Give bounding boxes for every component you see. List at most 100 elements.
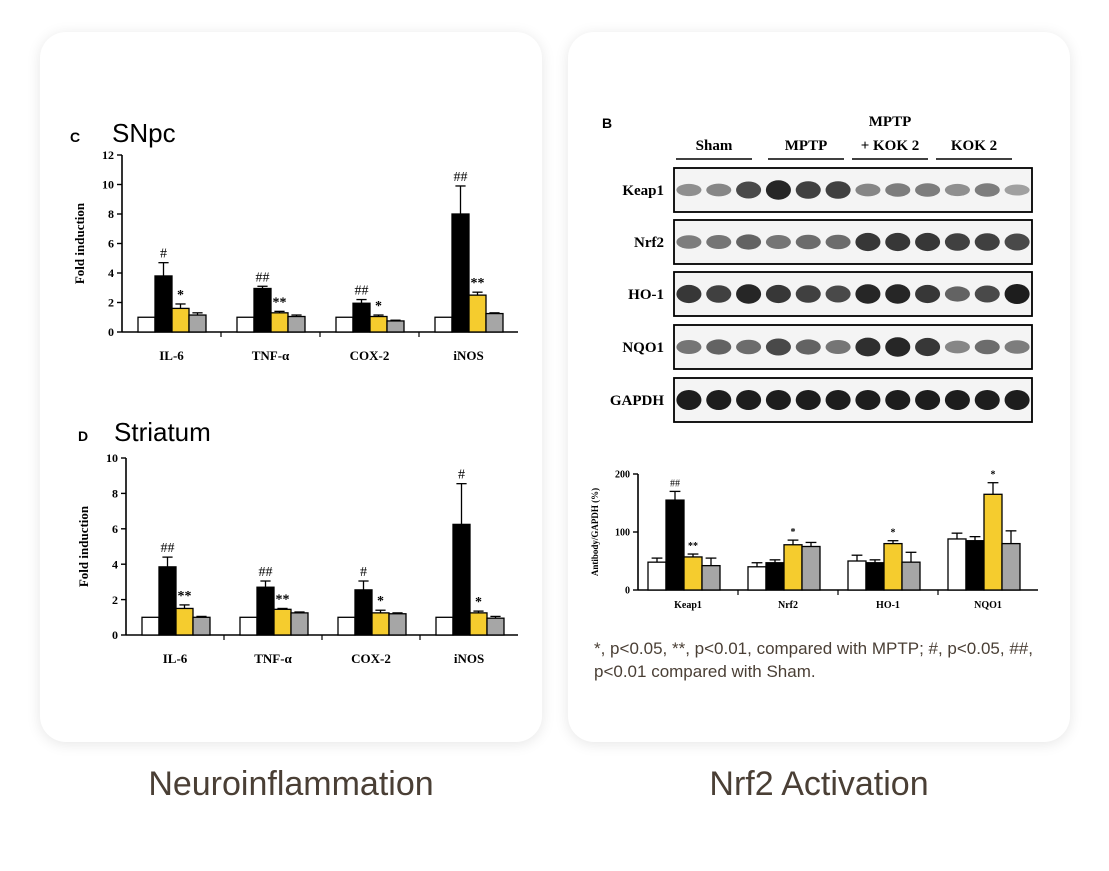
- nrf2-quant-category-label: HO-1: [876, 600, 900, 611]
- blot-band: [706, 339, 732, 355]
- blot-group-label: + KOK 2: [861, 138, 920, 154]
- striatum-bar: [141, 616, 160, 636]
- blot-band: [944, 286, 970, 302]
- striatum-y-label: Fold induction: [76, 505, 91, 587]
- nrf2-quant-bar: [701, 564, 721, 591]
- blot-band: [855, 284, 881, 304]
- snpc-bar: [369, 315, 388, 333]
- striatum-significance-label: **: [276, 592, 290, 607]
- snpc-y-tick-label: 4: [108, 266, 114, 280]
- blot-band: [1004, 284, 1030, 304]
- snpc-bar: [253, 287, 272, 333]
- blot-band: [706, 235, 732, 249]
- blot-band: [915, 183, 941, 197]
- striatum-panel-letter: D: [78, 428, 88, 444]
- blot-row-frame: [673, 219, 1033, 265]
- blot-band: [825, 390, 851, 410]
- blot-group-label: MPTP: [785, 138, 828, 154]
- blot-band: [944, 233, 970, 251]
- blot-band: [974, 183, 1000, 197]
- nrf2-quant-category-label: NQO1: [974, 600, 1002, 611]
- blot-band: [974, 339, 1000, 355]
- snpc-panel-letter: C: [70, 129, 80, 145]
- snpc-bar: [270, 312, 289, 333]
- nrf2-quant-bar: [847, 560, 867, 591]
- blot-row-frame: [673, 271, 1033, 317]
- blot-band: [706, 390, 732, 410]
- nrf2-quant-bar: [783, 544, 803, 591]
- striatum-y-tick-label: 2: [112, 593, 118, 607]
- striatum-bar: [371, 612, 390, 636]
- blot-band: [944, 390, 970, 410]
- blot-band: [915, 337, 941, 357]
- snpc-bar: [335, 316, 354, 333]
- blot-band: [765, 235, 791, 249]
- nrf2-activation-figure: B Sham MPTP MPTP + KOK 2 KOK 2 Keap1 Nrf2 HO-1 NQ…: [590, 114, 1038, 611]
- blot-band: [795, 390, 821, 410]
- nrf2-quant-bar: [801, 545, 821, 591]
- striatum-y-tick-label: 0: [112, 628, 118, 642]
- nrf2-activation-card: B Sham MPTP MPTP + KOK 2 KOK 2 Keap1 Nrf2 HO-1 NQ…: [568, 32, 1070, 742]
- blot-band: [885, 232, 911, 252]
- snpc-bar: [434, 316, 453, 333]
- blot-band: [974, 285, 1000, 303]
- striatum-bar: [290, 612, 309, 636]
- blot-band: [765, 390, 791, 410]
- snpc-significance-label: *: [375, 299, 382, 314]
- striatum-bar: [158, 566, 177, 636]
- caption-neuroinflammation: Neuroinflammation: [148, 765, 434, 803]
- nrf2-quant-y-tick-label: 200: [615, 470, 630, 481]
- blot-band: [706, 285, 732, 303]
- blot-band: [855, 337, 881, 357]
- striatum-significance-label: *: [377, 594, 384, 609]
- snpc-y-tick-label: 6: [108, 237, 114, 251]
- nrf2-quant-significance-label: *: [791, 527, 796, 538]
- blot-band: [974, 233, 1000, 251]
- nrf2-quant-bar: [983, 493, 1003, 591]
- neuroinflammation-card: C SNpc 0 2 4 6 8 10 12 Fold induction # * IL-6 ## ** TN…: [40, 32, 542, 742]
- striatum-significance-label: ##: [259, 565, 273, 580]
- striatum-category-label: TNF-α: [254, 651, 292, 666]
- blot-band: [706, 183, 732, 197]
- blot-band: [855, 183, 881, 197]
- snpc-significance-label: ##: [355, 284, 369, 299]
- nrf2-quant-bar: [747, 566, 767, 591]
- blot-band: [825, 234, 851, 250]
- blot-band: [676, 235, 702, 249]
- blot-band: [915, 284, 941, 304]
- snpc-title: SNpc: [112, 118, 176, 148]
- snpc-y-tick-label: 2: [108, 296, 114, 310]
- western-blot: B Sham MPTP MPTP + KOK 2 KOK 2 Keap1 Nrf2 HO-1 NQ…: [602, 114, 1033, 423]
- snpc-bar: [386, 320, 405, 333]
- striatum-bar: [175, 607, 194, 636]
- blot-band: [915, 232, 941, 252]
- snpc-bar: [188, 314, 207, 333]
- blot-band: [1004, 184, 1030, 196]
- blot-band: [885, 390, 911, 410]
- blot-band: [1004, 233, 1030, 251]
- striatum-y-tick-label: 6: [112, 522, 118, 536]
- striatum-bar: [256, 586, 275, 636]
- nrf2-quant-bar: [647, 561, 667, 591]
- blot-band: [885, 337, 911, 357]
- striatum-bar: [469, 612, 488, 636]
- striatum-bar: [486, 617, 505, 636]
- striatum-bar: [388, 613, 407, 636]
- nrf2-quant-bar: [901, 561, 921, 591]
- blot-band: [825, 340, 851, 354]
- nrf2-quant-significance-label: *: [991, 470, 996, 481]
- striatum-bar: [239, 616, 258, 636]
- snpc-significance-label: ##: [256, 270, 270, 285]
- snpc-significance-label: **: [471, 276, 485, 291]
- blot-band: [765, 180, 791, 200]
- nrf2-quant-bar: [865, 562, 885, 591]
- significance-footnote: *, p<0.05, **, p<0.01, compared with MPT…: [594, 639, 1033, 681]
- blot-band: [765, 284, 791, 304]
- snpc-y-tick-label: 0: [108, 325, 114, 339]
- striatum-significance-label: ##: [161, 541, 175, 556]
- snpc-category-label: TNF-α: [252, 348, 290, 363]
- striatum-y-tick-label: 4: [112, 557, 118, 571]
- blot-band: [736, 390, 762, 410]
- blot-band: [885, 183, 911, 197]
